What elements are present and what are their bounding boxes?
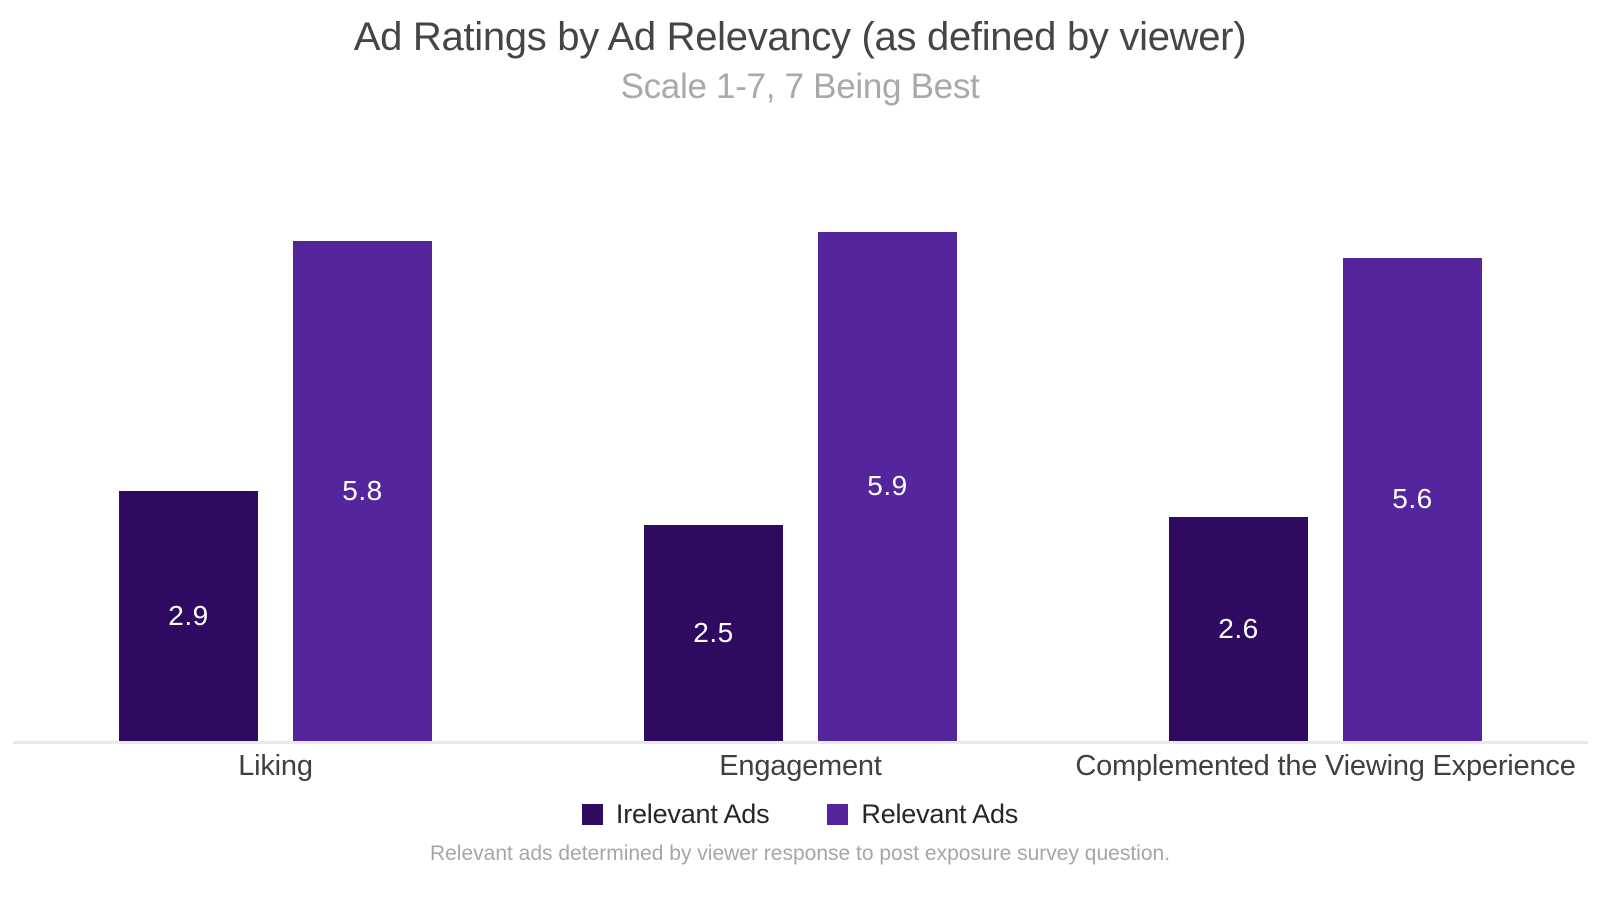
footnote: Relevant ads determined by viewer respon… xyxy=(429,842,1171,865)
legend-swatch-irelevant-ads xyxy=(581,804,603,825)
legend-label-irelevant-ads: Irelevant Ads xyxy=(615,799,770,829)
legend: Irelevant Ads Relevant Ads xyxy=(0,799,1600,830)
data-label: 2.6 xyxy=(1218,612,1259,644)
category-label-engagement: Engagement xyxy=(719,750,882,782)
x-axis-line xyxy=(13,741,1588,744)
category-label-complemented-the-viewing-experience: Complemented the Viewing Experience xyxy=(1075,750,1576,782)
bar-relevant-ads-engagement: 5.9 xyxy=(818,231,957,741)
bar-irelevant-ads-complemented-the-viewing-experience: 2.6 xyxy=(1169,516,1308,741)
bar-relevant-ads-complemented-the-viewing-experience: 5.6 xyxy=(1343,257,1482,741)
data-label: 5.8 xyxy=(342,474,383,506)
bar-group-complemented-the-viewing-experience: 2.6 5.6 xyxy=(1063,137,1588,741)
bar-relevant-ads-liking: 5.8 xyxy=(293,240,432,741)
category-axis: Liking Engagement Complemented the Viewing… xyxy=(13,750,1588,783)
data-label: 2.9 xyxy=(168,599,209,631)
bar-group-engagement: 2.5 5.9 xyxy=(538,137,1063,741)
chart-title: Ad Ratings by Ad Relevancy (as defined b… xyxy=(353,15,1247,59)
plot-area: 2.9 5.8 2.5 5.9 2.6 5.6 xyxy=(13,137,1588,741)
category-label-liking: Liking xyxy=(238,750,313,782)
chart-header: Ad Ratings by Ad Relevancy (as defined b… xyxy=(0,14,1600,108)
bar-group-liking: 2.9 5.8 xyxy=(13,137,538,741)
data-label: 2.5 xyxy=(693,617,734,649)
bar-irelevant-ads-liking: 2.9 xyxy=(119,490,258,741)
legend-swatch-relevant-ads xyxy=(827,804,849,825)
chart-subtitle: Scale 1-7, 7 Being Best xyxy=(620,67,980,106)
data-label: 5.6 xyxy=(1392,483,1433,515)
data-label: 5.9 xyxy=(867,470,908,502)
legend-item-relevant-ads: Relevant Ads xyxy=(827,799,1018,830)
legend-item-irelevant-ads: Irelevant Ads xyxy=(581,799,770,830)
bar-irelevant-ads-engagement: 2.5 xyxy=(644,525,783,741)
legend-label-relevant-ads: Relevant Ads xyxy=(861,799,1019,829)
